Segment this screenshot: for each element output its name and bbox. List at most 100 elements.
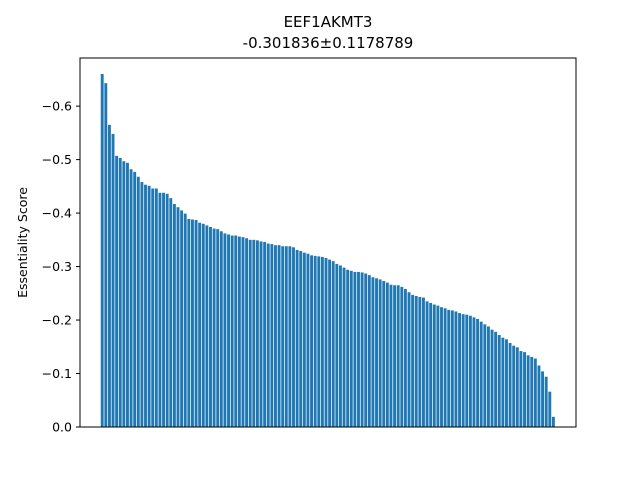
bar <box>266 243 270 427</box>
bar <box>147 185 151 427</box>
bar <box>237 236 241 427</box>
bar <box>191 219 194 427</box>
bar <box>107 124 111 427</box>
bar <box>530 356 534 427</box>
bar <box>140 182 144 427</box>
bar <box>479 321 483 427</box>
bar <box>295 249 299 427</box>
plot-frame <box>79 57 577 428</box>
bar <box>111 133 115 427</box>
bar <box>501 337 505 427</box>
bar <box>136 176 140 427</box>
bar <box>248 239 252 427</box>
bar <box>497 335 501 427</box>
bar <box>212 228 216 427</box>
y-tick-label: −0.1 <box>42 366 72 381</box>
bar <box>486 326 490 427</box>
bar <box>194 220 198 427</box>
bar <box>169 198 173 427</box>
bar <box>349 270 353 427</box>
bar <box>209 226 212 427</box>
bar <box>537 365 541 427</box>
bar <box>216 229 220 427</box>
bar <box>281 246 285 427</box>
bar <box>263 241 267 427</box>
bar <box>490 329 494 427</box>
bar <box>367 275 371 427</box>
chart-title: EEF1AKMT3 <box>284 13 373 31</box>
bar <box>245 238 249 427</box>
bar <box>252 239 256 427</box>
bar <box>317 256 321 427</box>
bar <box>234 235 238 427</box>
y-tick-label: −0.2 <box>42 313 72 328</box>
bar <box>274 245 277 427</box>
bar <box>422 297 425 427</box>
bar <box>411 294 415 427</box>
bar <box>389 284 393 427</box>
bar <box>277 245 281 427</box>
bar <box>382 281 386 427</box>
bar <box>198 222 202 427</box>
bar <box>436 305 440 427</box>
bar <box>302 252 306 427</box>
bar <box>270 244 274 427</box>
bar <box>429 302 433 427</box>
bar <box>447 309 451 427</box>
y-tick-label: −0.5 <box>42 152 72 167</box>
bar <box>450 310 454 427</box>
bar <box>360 272 364 427</box>
bar <box>494 331 498 427</box>
bar <box>165 193 169 427</box>
bar <box>338 265 342 427</box>
y-tick-label: −0.4 <box>42 206 72 221</box>
bar <box>342 267 346 427</box>
bar <box>526 355 530 427</box>
bar <box>357 271 360 427</box>
bar <box>440 307 443 427</box>
bar <box>292 247 295 427</box>
bar <box>259 241 263 427</box>
bar <box>151 188 155 427</box>
bar <box>541 371 545 427</box>
bar <box>551 416 555 427</box>
bar <box>219 231 223 427</box>
bar <box>183 213 187 427</box>
bar <box>324 258 328 427</box>
bar <box>144 184 147 427</box>
bar <box>375 278 378 427</box>
bar <box>425 301 429 427</box>
bar <box>201 223 205 427</box>
bar <box>400 286 404 427</box>
bar <box>508 343 512 427</box>
bar <box>371 277 375 427</box>
bar <box>241 237 245 427</box>
bar <box>205 225 209 427</box>
bar <box>414 295 418 427</box>
bar <box>187 218 191 427</box>
bar <box>483 324 487 427</box>
bar <box>299 251 303 427</box>
bar <box>458 313 461 427</box>
bar <box>403 289 407 427</box>
bar <box>476 318 480 427</box>
bar <box>512 345 516 427</box>
bar <box>346 269 350 427</box>
bar <box>418 297 422 427</box>
bar <box>104 83 108 427</box>
bar <box>378 279 382 427</box>
y-tick-label: −0.3 <box>42 259 72 274</box>
bar <box>255 240 259 427</box>
bar <box>468 315 472 427</box>
y-tick-label: −0.6 <box>42 99 72 114</box>
bar <box>126 162 129 427</box>
bar <box>328 259 332 427</box>
bar <box>313 255 317 427</box>
bar <box>320 256 324 427</box>
bar <box>335 263 339 427</box>
bar <box>364 273 368 427</box>
bar <box>407 292 411 427</box>
bar <box>443 308 447 427</box>
bar <box>172 204 176 427</box>
bar <box>310 255 313 427</box>
